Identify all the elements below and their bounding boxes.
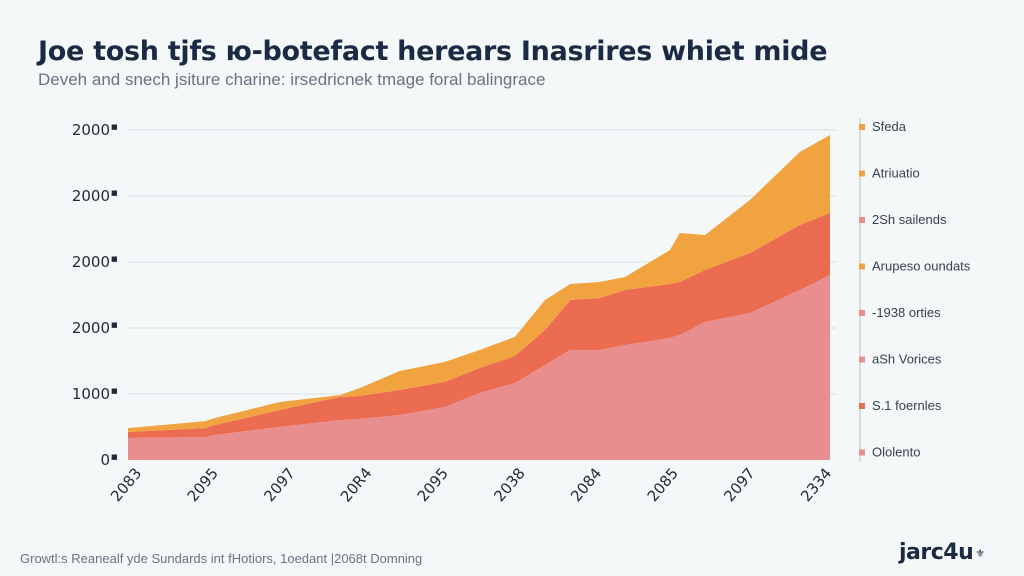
legend-swatch [859, 124, 865, 130]
legend-label: Ololento [872, 445, 920, 460]
y-tick-label: 2000 [72, 121, 110, 139]
x-tick-label: 2095 [414, 464, 452, 505]
legend-item: Ololento [859, 445, 920, 460]
x-tick-label: 2084 [567, 464, 605, 505]
legend-label: Sfeda [872, 119, 907, 134]
x-tick-label: 2095 [184, 464, 222, 505]
y-tick-marker: ■ [111, 189, 118, 197]
x-tick-label: 2097 [720, 464, 758, 505]
legend-label: aSh Vorices [872, 352, 942, 367]
legend-item: 2Sh sailends [859, 212, 947, 227]
legend-label: Atriuatio [872, 166, 920, 181]
legend-label: -1938 orties [872, 305, 941, 320]
legend-swatch [859, 356, 865, 363]
legend-swatch [859, 449, 865, 456]
brand-mark-icon: ⚜ [975, 546, 985, 560]
chart-subtitle: Deveh and snech jsiture charine: irsedri… [38, 70, 546, 89]
y-tick-label: 2000 [72, 187, 110, 205]
x-tick-label: 2334 [797, 464, 835, 505]
legend-swatch [859, 217, 865, 223]
x-tick-label: 2038 [490, 464, 528, 505]
y-tick-marker: ■ [111, 123, 118, 131]
x-tick-label: 2097 [260, 464, 298, 505]
brand-logo: jarc4u ⚜ [899, 540, 985, 565]
legend-swatch [859, 170, 865, 177]
legend-item: Arupeso oundats [859, 259, 971, 274]
legend-swatch [859, 263, 865, 270]
y-tick-label: 1000 [72, 385, 110, 403]
brand-logo-text: jarc4u [899, 540, 974, 565]
legend-swatch [859, 403, 865, 409]
area-base [128, 275, 830, 460]
y-tick-label: 2000 [72, 253, 110, 271]
source-footnote: Growtl:s Reanealf yde Sundards int fHoti… [20, 551, 423, 566]
x-tick-label: 2083 [107, 464, 145, 505]
legend-item: -1938 orties [859, 305, 941, 320]
chart-title: Joe tosh tjfs ю-botefact herears Inasrir… [38, 36, 828, 67]
y-tick-marker: ■ [111, 387, 118, 395]
x-tick-label: 20R4 [337, 464, 376, 505]
area-series [128, 135, 830, 460]
legend-item: S.1 foernles [859, 398, 942, 413]
legend-item: Atriuatio [859, 166, 920, 181]
legend-label: S.1 foernles [872, 398, 942, 413]
legend-label: Arupeso oundats [872, 259, 971, 274]
y-tick-marker: ■ [111, 255, 118, 263]
x-tick-label: 2085 [644, 464, 682, 505]
y-tick-label: 2000 [72, 319, 110, 337]
y-tick-label: 0 [100, 451, 110, 469]
y-tick-marker: ■ [111, 321, 118, 329]
x-axis-ticks: 2083 2095 2097 20R4 2095 2038 2084 2085 2097 2334 [107, 464, 835, 505]
legend: Sfeda Atriuatio 2Sh sailends Arupeso oundat… [859, 119, 971, 460]
legend-item: aSh Vorices [859, 352, 942, 367]
area-middle [128, 213, 830, 438]
legend-swatch [859, 310, 865, 316]
legend-label: 2Sh sailends [872, 212, 947, 227]
y-tick-marker: ■ [111, 453, 118, 461]
legend-item: Sfeda [859, 119, 907, 134]
y-axis-ticks: 0 ■1000 ■2000 ■2000 ■2000 ■2000 ■ [72, 121, 118, 469]
